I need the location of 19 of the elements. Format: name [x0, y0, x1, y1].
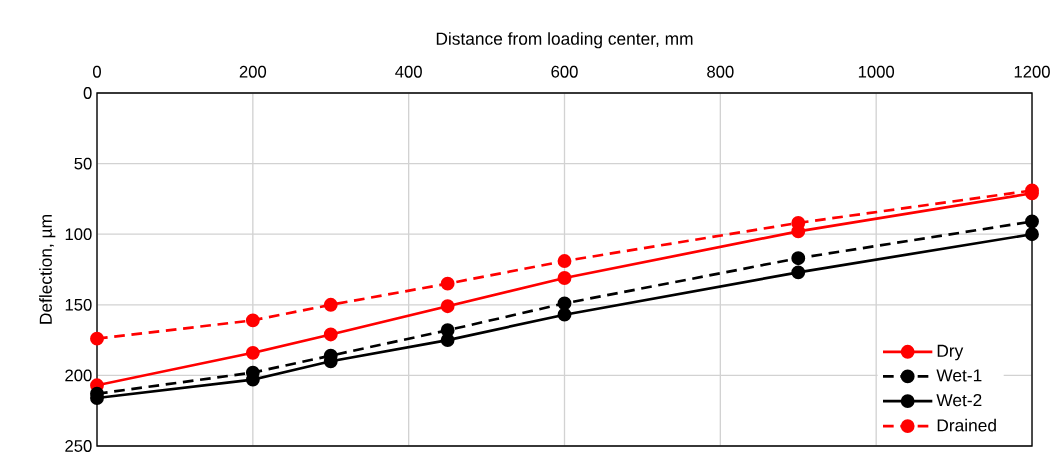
legend-label: Drained [937, 418, 996, 432]
x-tick-label: 600 [551, 65, 578, 78]
legend-label: Dry [937, 344, 964, 361]
legend-label: Wet-1 [936, 369, 982, 382]
x-tick-label: 200 [239, 65, 267, 78]
y-tick-label: 250 [65, 440, 92, 452]
x-tick-label: 800 [707, 65, 734, 78]
y-tick-label: 50 [74, 157, 92, 170]
y-tick-label: 100 [65, 228, 92, 241]
y-tick-label: 150 [65, 298, 92, 311]
x-axis-title: Distance from loading center, mm [436, 32, 693, 49]
y-tick-label: 200 [65, 369, 92, 382]
legend-label: Wet-2 [936, 394, 982, 407]
x-tick-label: 0 [93, 65, 101, 78]
x-tick-label: 400 [395, 65, 422, 78]
y-tick-label: 0 [83, 87, 92, 99]
y-axis-title: Deflection, µm [39, 215, 56, 324]
x-tick-label: 1000 [858, 65, 895, 78]
x-tick-label: 1200 [1014, 65, 1050, 78]
